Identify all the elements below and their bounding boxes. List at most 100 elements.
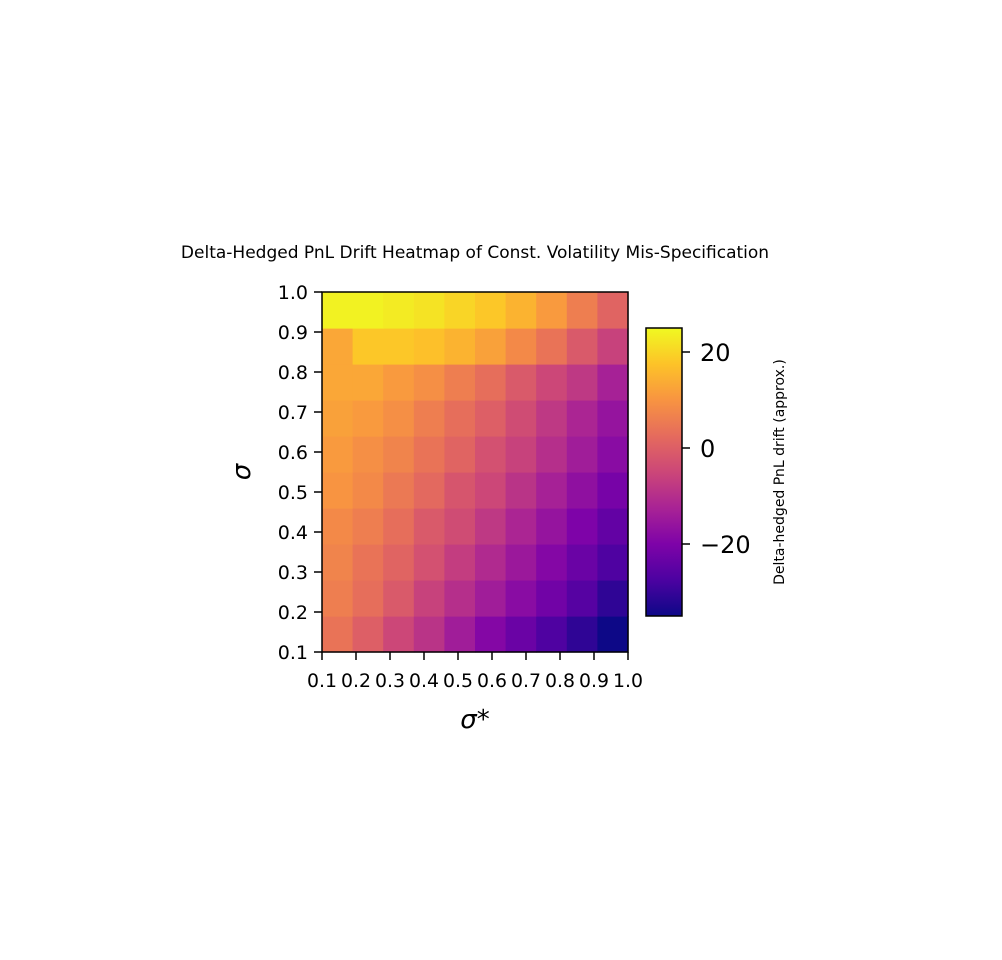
heatmap-cell <box>413 436 445 473</box>
heatmap-cell <box>444 616 476 653</box>
heatmap-cell <box>536 292 568 329</box>
x-tick-label: 0.3 <box>375 670 405 692</box>
colorbar-tick-label: −20 <box>700 531 751 559</box>
heatmap-cell <box>597 508 629 545</box>
y-tick-label: 0.6 <box>278 442 308 464</box>
heatmap-cell <box>566 508 598 545</box>
colorbar-tick-label: 20 <box>700 339 731 367</box>
x-tick-label: 0.8 <box>545 670 575 692</box>
heatmap-cell <box>352 328 384 365</box>
colorbar-label: Delta-hedged PnL drift (approx.) <box>772 359 788 585</box>
x-tick-label: 0.9 <box>579 670 609 692</box>
heatmap-cell <box>536 472 568 509</box>
heatmap-cell <box>566 364 598 401</box>
heatmap-cell <box>444 328 476 365</box>
heatmap-cell <box>352 616 384 653</box>
heatmap-cell <box>505 544 537 581</box>
heatmap-cell <box>475 616 507 653</box>
heatmap-cell <box>413 544 445 581</box>
heatmap-cell <box>383 580 415 617</box>
heatmap-cell <box>322 292 354 329</box>
heatmap-cell <box>597 328 629 365</box>
heatmap-cell <box>352 436 384 473</box>
x-axis-label: σ* <box>460 705 489 735</box>
heatmap-cell <box>536 580 568 617</box>
heatmap-cell <box>536 328 568 365</box>
y-tick-label: 0.5 <box>278 482 308 504</box>
heatmap-cell <box>597 472 629 509</box>
y-tick-label: 0.3 <box>278 562 308 584</box>
heatmap-cell <box>475 436 507 473</box>
heatmap-cell <box>413 508 445 545</box>
heatmap-cell <box>383 292 415 329</box>
heatmap-cell <box>413 472 445 509</box>
x-tick-label: 0.2 <box>341 670 371 692</box>
heatmap-cell <box>505 328 537 365</box>
heatmap-cells <box>322 292 629 653</box>
y-axis-ticks: 0.1 0.2 0.3 0.4 0.5 0.6 0.7 0.8 0.9 1.0 <box>278 282 322 664</box>
heatmap-cell <box>536 508 568 545</box>
heatmap-cell <box>566 616 598 653</box>
heatmap-cell <box>444 472 476 509</box>
heatmap-cell <box>566 580 598 617</box>
heatmap-cell <box>505 364 537 401</box>
y-tick-label: 1.0 <box>278 282 308 304</box>
heatmap-cell <box>352 292 384 329</box>
heatmap-cell <box>352 400 384 437</box>
heatmap-cell <box>475 292 507 329</box>
heatmap-cell <box>566 436 598 473</box>
heatmap-cell <box>505 580 537 617</box>
heatmap-cell <box>597 580 629 617</box>
heatmap-cell <box>505 508 537 545</box>
heatmap-cell <box>597 400 629 437</box>
heatmap-cell <box>322 328 354 365</box>
heatmap-cell <box>536 544 568 581</box>
heatmap-cell <box>383 508 415 545</box>
heatmap-cell <box>597 616 629 653</box>
heatmap-cell <box>352 580 384 617</box>
heatmap-cell <box>597 364 629 401</box>
x-axis-ticks: 0.1 0.2 0.3 0.4 0.5 0.6 0.7 0.8 0.9 1.0 <box>307 652 643 692</box>
heatmap-cell <box>566 472 598 509</box>
heatmap-cell <box>444 544 476 581</box>
heatmap-cell <box>352 364 384 401</box>
y-axis-label: σ <box>227 462 257 480</box>
heatmap-cell <box>413 292 445 329</box>
colorbar <box>645 327 683 617</box>
heatmap-cell <box>322 508 354 545</box>
heatmap-cell <box>383 364 415 401</box>
heatmap-cell <box>322 400 354 437</box>
y-tick-label: 0.9 <box>278 322 308 344</box>
heatmap-cell <box>536 436 568 473</box>
heatmap-cell <box>475 580 507 617</box>
chart-title: Delta-Hedged PnL Drift Heatmap of Const.… <box>181 243 769 263</box>
heatmap-cell <box>444 508 476 545</box>
heatmap-cell <box>383 400 415 437</box>
y-tick-label: 0.4 <box>278 522 308 544</box>
heatmap-cell <box>322 436 354 473</box>
heatmap-cell <box>475 472 507 509</box>
x-tick-label: 0.5 <box>443 670 473 692</box>
heatmap-cell <box>536 616 568 653</box>
heatmap-cell <box>413 580 445 617</box>
heatmap-cell <box>566 544 598 581</box>
heatmap-cell <box>322 580 354 617</box>
plot-frame <box>321 291 629 653</box>
y-tick-label: 0.2 <box>278 602 308 624</box>
heatmap-cell <box>322 364 354 401</box>
heatmap-cell <box>475 328 507 365</box>
heatmap-cell <box>322 472 354 509</box>
colorbar-tick-label: 0 <box>700 435 715 463</box>
heatmap-cell <box>383 328 415 365</box>
heatmap-cell <box>536 400 568 437</box>
heatmap-cell <box>383 436 415 473</box>
y-tick-label: 0.7 <box>278 402 308 424</box>
heatmap-cell <box>444 292 476 329</box>
heatmap-cell <box>383 616 415 653</box>
heatmap-cell <box>475 544 507 581</box>
heatmap-cell <box>475 400 507 437</box>
heatmap-cell <box>566 328 598 365</box>
x-tick-label: 0.7 <box>511 670 541 692</box>
heatmap-cell <box>475 508 507 545</box>
